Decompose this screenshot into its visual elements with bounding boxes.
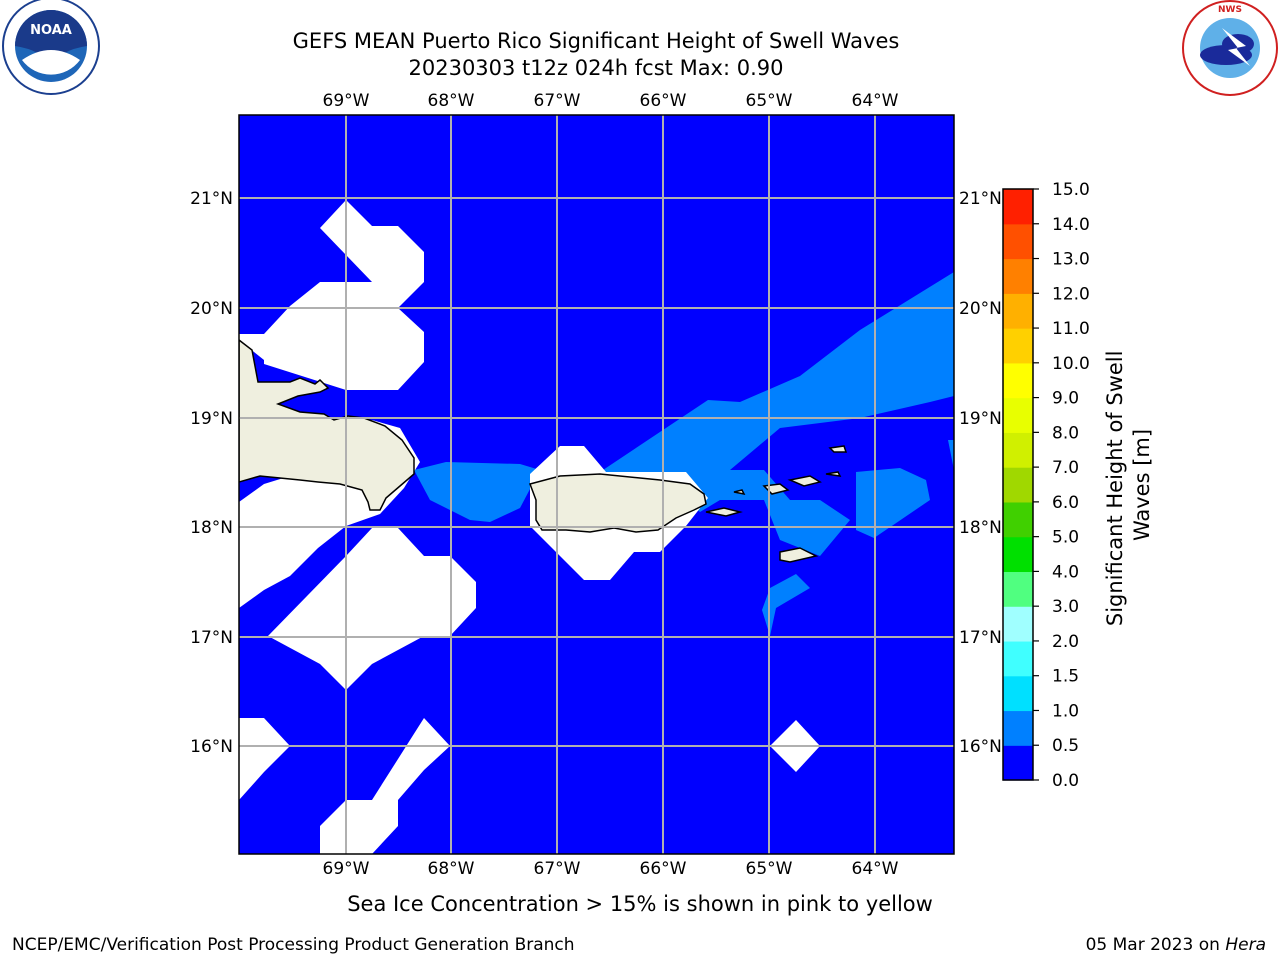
colorbar-swatch bbox=[1003, 675, 1033, 712]
colorbar-tick-label: 1.0 bbox=[1052, 701, 1079, 721]
date-stamp: 05 Mar 2023 on Hera bbox=[1086, 935, 1266, 955]
sea-ice-note: Sea Ice Concentration > 15% is shown in … bbox=[347, 892, 933, 916]
lon-label-bottom: 65°W bbox=[746, 859, 793, 879]
colorbar-tick-label: 0.5 bbox=[1052, 736, 1079, 756]
colorbar-tick-label: 15.0 bbox=[1052, 180, 1090, 200]
colorbar-swatch bbox=[1003, 606, 1033, 642]
lat-label-right: 21°N bbox=[959, 189, 1002, 209]
colorbar-tick-label: 7.0 bbox=[1052, 458, 1079, 478]
colorbar: 0.0 0.5 1.0 1.5 2.0 3.0 4.0 5.0 6.0 7.0 8.0 9.0 10.0… bbox=[1001, 180, 1154, 791]
lon-label-top: 66°W bbox=[640, 91, 687, 111]
lon-label-top: 64°W bbox=[852, 91, 899, 111]
lon-label-bottom: 64°W bbox=[852, 859, 899, 879]
credit-text: NCEP/EMC/Verification Post Processing Pr… bbox=[12, 935, 575, 955]
map-panel: 69°W 68°W 67°W 66°W 65°W 64°W 69°W 68°W … bbox=[190, 91, 1002, 879]
colorbar-frame bbox=[1002, 188, 1034, 781]
colorbar-label-line1: Significant Height of Swell bbox=[1103, 351, 1127, 627]
lat-label-left: 17°N bbox=[190, 628, 233, 648]
lon-label-top: 67°W bbox=[534, 91, 581, 111]
lon-label-top: 68°W bbox=[428, 91, 475, 111]
colorbar-swatch bbox=[1003, 467, 1033, 503]
lat-label-left: 16°N bbox=[190, 737, 233, 757]
colorbar-swatch bbox=[1003, 640, 1033, 677]
colorbar-label: Significant Height of Swell Waves [m] bbox=[1103, 344, 1154, 626]
colorbar-tick-label: 8.0 bbox=[1052, 423, 1079, 443]
chart-title: GEFS MEAN Puerto Rico Significant Height… bbox=[293, 29, 900, 53]
colorbar-swatch bbox=[1003, 189, 1033, 225]
lat-label-right: 19°N bbox=[959, 409, 1002, 429]
colorbar-tick-label: 2.0 bbox=[1052, 632, 1079, 652]
lat-label-right: 18°N bbox=[959, 518, 1002, 538]
colorbar-swatch bbox=[1003, 745, 1033, 781]
lat-label-left: 19°N bbox=[190, 409, 233, 429]
noaa-logo-text: NOAA bbox=[30, 23, 72, 38]
colorbar-swatch bbox=[1003, 223, 1033, 260]
lon-label-top: 65°W bbox=[746, 91, 793, 111]
colorbar-swatch bbox=[1003, 328, 1033, 364]
lon-label-top: 69°W bbox=[323, 91, 370, 111]
nws-logo-icon: NWS bbox=[1182, 0, 1278, 96]
colorbar-tick-label: 5.0 bbox=[1052, 528, 1079, 548]
lon-label-bottom: 67°W bbox=[534, 859, 581, 879]
lon-label-bottom: 68°W bbox=[428, 859, 475, 879]
noaa-logo-icon: NOAA bbox=[2, 0, 100, 95]
lat-label-left: 21°N bbox=[190, 189, 233, 209]
coastline-land bbox=[239, 339, 848, 563]
colorbar-tick-label: 12.0 bbox=[1052, 284, 1090, 304]
colorbar-swatch bbox=[1003, 501, 1033, 538]
map-frame bbox=[238, 114, 955, 855]
lat-label-right: 16°N bbox=[959, 737, 1002, 757]
colorbar-tick-label: 14.0 bbox=[1052, 215, 1090, 235]
colorbar-swatch bbox=[1003, 362, 1033, 399]
chart-subtitle: 20230303 t12z 024h fcst Max: 0.90 bbox=[409, 56, 784, 80]
colorbar-swatch bbox=[1003, 397, 1033, 433]
host-name: Hera bbox=[1225, 935, 1266, 955]
colorbar-tick-label: 13.0 bbox=[1052, 250, 1090, 270]
colorbar-tick-label: 6.0 bbox=[1052, 493, 1079, 513]
colorbar-label-line2: Waves [m] bbox=[1130, 429, 1154, 541]
colorbar-swatch bbox=[1003, 710, 1033, 746]
colorbar-tick-label: 1.5 bbox=[1052, 667, 1079, 687]
colorbar-tick-label: 10.0 bbox=[1052, 354, 1090, 374]
colorbar-swatch bbox=[1003, 432, 1033, 468]
lon-label-bottom: 69°W bbox=[323, 859, 370, 879]
lat-label-left: 20°N bbox=[190, 299, 233, 319]
date-text: 05 Mar 2023 on bbox=[1086, 935, 1226, 955]
lat-label-right: 20°N bbox=[959, 299, 1002, 319]
graticule bbox=[239, 115, 954, 854]
lon-label-bottom: 66°W bbox=[640, 859, 687, 879]
colorbar-swatch bbox=[1003, 536, 1033, 573]
colorbar-tick-label: 4.0 bbox=[1052, 562, 1079, 582]
svg-text:NWS: NWS bbox=[1218, 5, 1242, 15]
colorbar-tick-label: 11.0 bbox=[1052, 319, 1090, 339]
colorbar-swatch bbox=[1003, 571, 1033, 607]
colorbar-tick-label: 3.0 bbox=[1052, 597, 1079, 617]
lat-label-right: 17°N bbox=[959, 628, 1002, 648]
colorbar-tick-label: 0.0 bbox=[1052, 771, 1079, 791]
colorbar-swatch bbox=[1003, 293, 1033, 329]
lat-label-left: 18°N bbox=[190, 518, 233, 538]
colorbar-swatch bbox=[1003, 258, 1033, 294]
colorbar-tick-label: 9.0 bbox=[1052, 389, 1079, 409]
